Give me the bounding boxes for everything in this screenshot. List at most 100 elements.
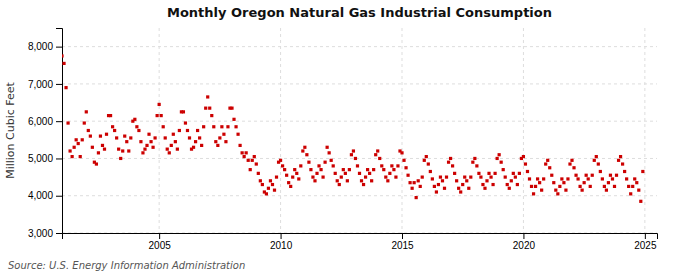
tick: 8,000 [28,41,62,52]
point [546,159,549,162]
point [597,162,600,165]
point [257,172,260,175]
tick-label: 6,000 [28,116,53,127]
point [340,175,343,178]
point [297,177,300,180]
point [249,168,252,171]
point [455,179,458,182]
point [524,162,527,165]
point [491,183,494,186]
point [66,121,69,124]
point [281,164,284,167]
point [115,136,118,139]
tick-mark [56,196,62,197]
point [532,192,535,195]
point [79,155,82,158]
point [160,114,163,117]
point [68,149,71,152]
point [267,187,270,190]
point [447,161,450,164]
point [184,121,187,124]
point [506,183,509,186]
point [625,177,628,180]
point [91,146,94,149]
point [125,140,128,143]
point [483,187,486,190]
grid [62,28,657,233]
grid-line-y [62,158,657,159]
point [408,181,411,184]
point [75,138,78,141]
point [392,168,395,171]
point [576,177,579,180]
point [641,170,644,173]
point [305,153,308,156]
point [311,175,314,178]
tick: 2015 [391,233,414,251]
point [615,174,618,177]
point [587,177,590,180]
point [101,144,104,147]
point [158,103,161,106]
point [123,134,126,137]
point [623,170,626,173]
point [198,136,201,139]
point [224,140,227,143]
point [570,159,573,162]
point [500,161,503,164]
grid-line-y [62,83,657,84]
point [603,185,606,188]
point [552,181,555,184]
point [457,187,460,190]
point [475,164,478,167]
point [178,129,181,132]
point [119,157,122,160]
point [265,192,268,195]
point [328,151,331,154]
point [139,140,142,143]
point [467,187,470,190]
point [319,168,322,171]
point [99,134,102,137]
point [216,144,219,147]
point [206,95,209,98]
tick-mark [56,158,62,159]
point [637,189,640,192]
point [176,148,179,151]
point [230,107,233,110]
point [354,157,357,160]
point [550,174,553,177]
tick-label: 2010 [270,240,293,251]
point [253,155,256,158]
point [352,149,355,152]
grid-line-y [62,121,657,122]
point [496,157,499,160]
point [226,125,229,128]
point [536,177,539,180]
point [459,190,462,193]
point [234,125,237,128]
point [323,161,326,164]
point [463,175,466,178]
point [143,148,146,151]
grid-line-y [62,195,657,196]
point [433,185,436,188]
point [192,146,195,149]
point [77,142,80,145]
point [261,183,264,186]
point [374,153,377,156]
point [609,174,612,177]
point [164,136,167,139]
point [222,133,225,136]
point [516,183,519,186]
point [356,164,359,167]
point [510,179,513,182]
grid-line-x [644,28,645,233]
point [200,144,203,147]
point [423,159,426,162]
chart: 200520102015202020253,0004,0005,0006,000… [0,0,675,275]
point [188,136,191,139]
tick: 6,000 [28,116,62,127]
tick: 7,000 [28,79,62,90]
point [528,177,531,180]
